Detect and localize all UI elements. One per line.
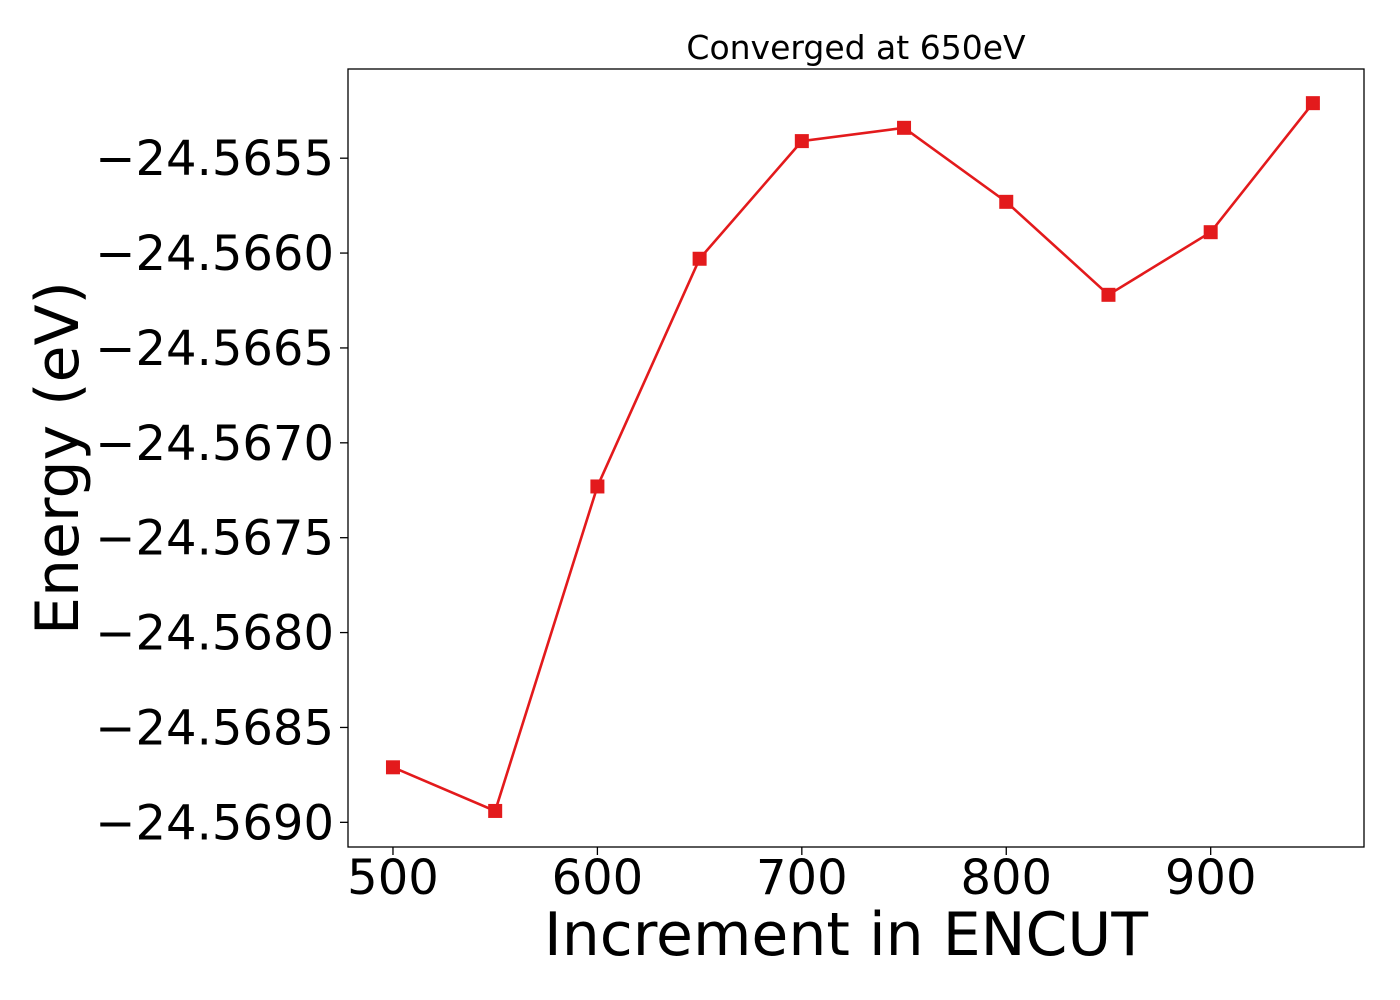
y-axis-ticks: −24.5690 −24.5685 −24.5680 −24.5675 −24.5670… (95, 131, 348, 851)
x-tick-label: 500 (347, 850, 439, 906)
y-tick-label: −24.5675 (95, 511, 334, 567)
x-tick-label: 900 (1165, 850, 1257, 906)
x-axis-label: Increment in ENCUT (544, 900, 1148, 970)
data-point-marker (385, 760, 400, 775)
x-tick-label: 800 (960, 850, 1052, 906)
y-tick-label: −24.5665 (95, 321, 334, 377)
y-tick-label: −24.5670 (95, 416, 334, 472)
y-tick-label: −24.5655 (95, 131, 334, 187)
data-point-marker (794, 134, 809, 149)
x-tick-label: 600 (552, 850, 644, 906)
series-layer (385, 96, 1320, 818)
y-tick-label: −24.5660 (95, 226, 334, 282)
data-point-marker (488, 803, 503, 818)
data-point-marker (590, 479, 605, 494)
data-point-marker (1203, 225, 1218, 240)
y-tick-label: −24.5690 (95, 795, 334, 851)
x-tick-label: 700 (756, 850, 848, 906)
data-point-marker (1101, 287, 1116, 302)
chart-title: Converged at 650eV (686, 28, 1026, 67)
data-point-marker (1305, 96, 1320, 111)
plot-area (347, 68, 1365, 848)
y-axis-label: Energy (eV) (23, 281, 93, 635)
data-point-marker (692, 251, 707, 266)
x-axis-ticks: 500 600 700 800 900 (347, 847, 1256, 906)
y-tick-label: −24.5680 (95, 606, 334, 662)
series-line (392, 102, 1314, 813)
data-point-marker (999, 194, 1014, 209)
data-point-marker (897, 120, 912, 135)
y-tick-label: −24.5685 (95, 700, 334, 756)
